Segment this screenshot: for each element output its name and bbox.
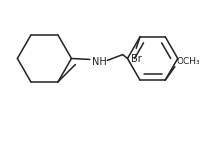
Text: Br: Br bbox=[131, 54, 142, 64]
Text: OCH₃: OCH₃ bbox=[177, 57, 200, 66]
Text: NH: NH bbox=[92, 57, 107, 67]
